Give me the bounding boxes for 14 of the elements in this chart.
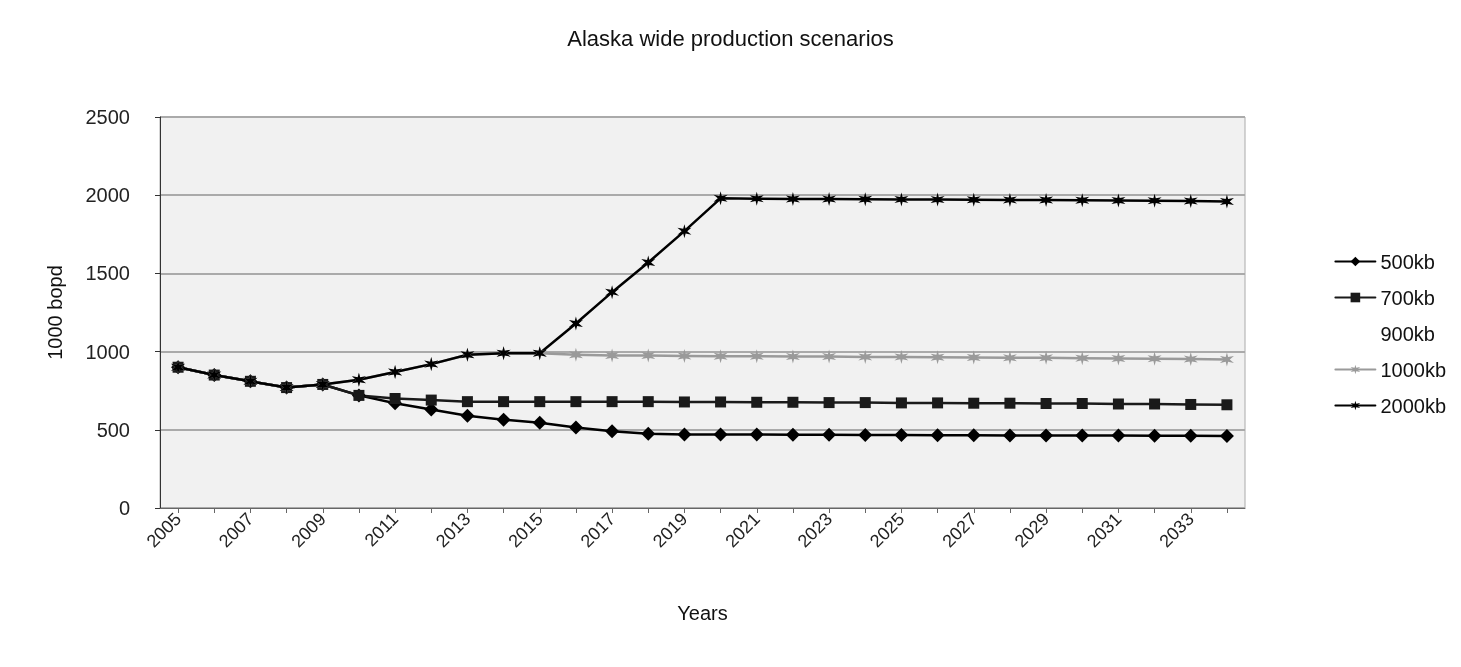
y-tick-label: 1500 (85, 262, 130, 285)
y-tick-label: 2500 (85, 106, 130, 128)
y-tick-label: 1000 (85, 340, 130, 363)
legend-label: 2000kb (1380, 394, 1447, 417)
legend-label: 700kb (1380, 286, 1435, 309)
y-axis-title: 1000 bopd (44, 265, 66, 360)
text: 900kb (1380, 322, 1435, 345)
chart-title: Alaska wide production scenarios (567, 25, 894, 51)
y-tick-label: 500 (96, 418, 130, 441)
legend-label: 1000kb (1380, 358, 1447, 381)
y-tick-label: 0 (118, 497, 130, 519)
y-tick-label: 2000 (85, 184, 130, 207)
x-axis-title: Years (677, 602, 728, 624)
legend-label: 500kb (1380, 250, 1435, 273)
